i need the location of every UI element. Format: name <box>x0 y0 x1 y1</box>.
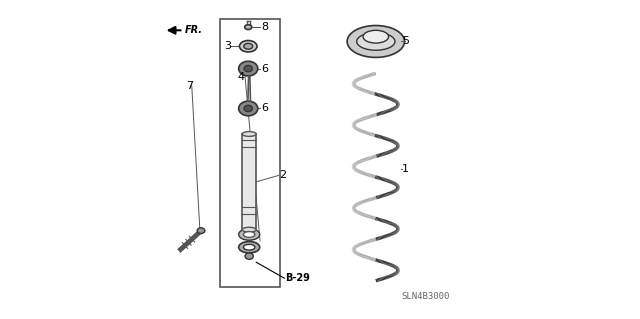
Text: 7: 7 <box>186 81 193 91</box>
Ellipse shape <box>245 253 253 259</box>
Ellipse shape <box>363 30 388 43</box>
Ellipse shape <box>242 227 256 232</box>
Bar <box>220 19 280 287</box>
Ellipse shape <box>242 131 256 137</box>
Ellipse shape <box>356 33 395 50</box>
Ellipse shape <box>239 229 260 240</box>
Text: 4: 4 <box>237 71 244 82</box>
Ellipse shape <box>244 65 252 72</box>
Text: 1: 1 <box>403 164 410 174</box>
Ellipse shape <box>243 232 255 237</box>
Ellipse shape <box>244 105 252 112</box>
Ellipse shape <box>244 43 253 49</box>
Text: 6: 6 <box>261 103 268 114</box>
Ellipse shape <box>243 244 255 250</box>
Ellipse shape <box>239 101 258 116</box>
Ellipse shape <box>239 241 260 253</box>
Text: 3: 3 <box>224 41 231 51</box>
Text: B-29: B-29 <box>285 273 310 283</box>
Text: SLN4B3000: SLN4B3000 <box>401 292 449 301</box>
Text: 5: 5 <box>403 36 410 47</box>
Ellipse shape <box>239 41 257 52</box>
Text: 8: 8 <box>261 22 268 32</box>
Text: 6: 6 <box>261 63 268 74</box>
Ellipse shape <box>244 25 252 30</box>
Bar <box>242 134 256 230</box>
Text: 2: 2 <box>280 170 287 181</box>
Ellipse shape <box>347 26 404 57</box>
Text: FR.: FR. <box>184 25 202 35</box>
Ellipse shape <box>197 228 205 234</box>
Ellipse shape <box>239 61 258 76</box>
